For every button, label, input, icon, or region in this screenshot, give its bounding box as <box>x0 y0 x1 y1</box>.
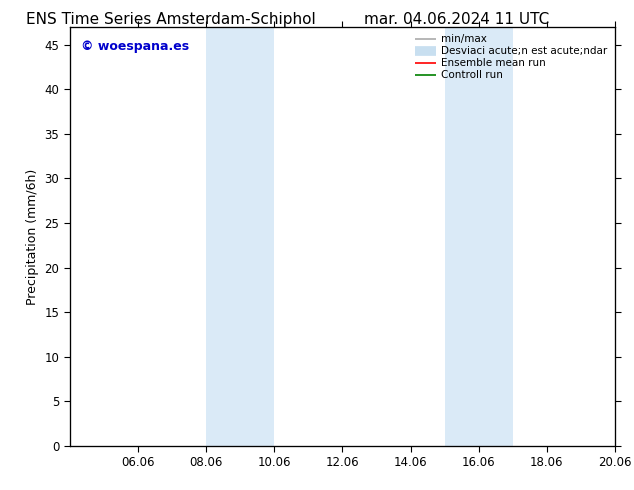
Bar <box>206 27 275 446</box>
Legend: min/max, Desviaci acute;n est acute;ndar, Ensemble mean run, Controll run: min/max, Desviaci acute;n est acute;ndar… <box>411 30 612 85</box>
Text: ENS Time Series Amsterdam-Schiphol: ENS Time Series Amsterdam-Schiphol <box>26 12 316 27</box>
Bar <box>444 27 513 446</box>
Text: mar. 04.06.2024 11 UTC: mar. 04.06.2024 11 UTC <box>364 12 549 27</box>
Y-axis label: Precipitation (mm/6h): Precipitation (mm/6h) <box>26 168 39 305</box>
Text: © woespana.es: © woespana.es <box>81 40 189 52</box>
